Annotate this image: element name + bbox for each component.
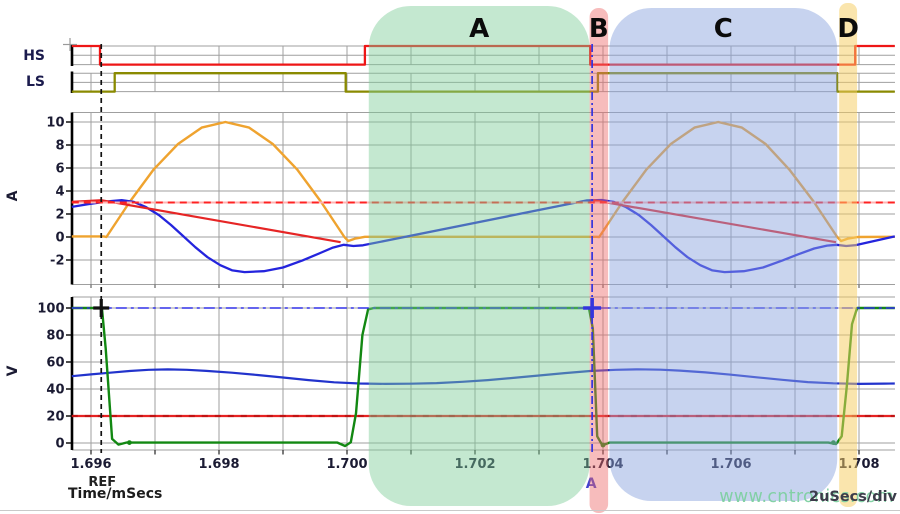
voltage-tick-label: 80 <box>46 329 64 344</box>
voltage-axis-unit-label: V <box>5 365 21 377</box>
current-axis-unit-label: A <box>5 190 21 202</box>
analysis-regions: A B C D <box>368 3 859 513</box>
current-tick-label: -2 <box>50 254 64 269</box>
current-tick-label: 10 <box>46 116 64 131</box>
switch-node-marker-dot <box>831 440 836 445</box>
region-B-label: B <box>589 14 609 44</box>
switch-node-marker-dot <box>126 440 132 445</box>
x-tick-label: 1.704 <box>582 457 623 472</box>
inductor-current-trace <box>71 198 896 274</box>
x-axis-title: Time/mSecs <box>68 486 163 502</box>
region-A-overlay <box>368 6 590 506</box>
slope-ramp-trace <box>593 199 837 244</box>
ls-current-trace <box>71 120 895 243</box>
region-C-label: C <box>714 14 733 44</box>
region-B-overlay <box>589 8 609 513</box>
x-tick-label: 1.696 <box>70 457 111 472</box>
time-per-div-label: 2uSecs/div <box>808 489 897 505</box>
cursor-a-label[interactable]: A <box>586 476 597 492</box>
current-tick-label: 6 <box>55 162 64 177</box>
ls-track-label: LS <box>25 74 45 90</box>
voltage-tick-label: 60 <box>46 356 64 371</box>
current-tick-label: 4 <box>55 185 64 200</box>
tick-labels: 1.6961.6981.7001.7021.7041.7061.70810864… <box>37 116 879 473</box>
current-tick-label: 8 <box>55 139 64 154</box>
region-D-overlay <box>839 3 858 507</box>
window-bottom-divider <box>0 510 900 511</box>
region-C-overlay <box>609 8 838 501</box>
region-A-label: A <box>469 14 489 44</box>
x-tick-label: 1.700 <box>326 457 367 472</box>
axes <box>66 44 860 455</box>
x-tick-label: 1.698 <box>198 457 239 472</box>
voltage-tick-label: 0 <box>55 437 64 452</box>
waveforms <box>71 44 896 448</box>
cursors <box>63 38 602 453</box>
vout-trace <box>71 368 895 385</box>
x-tick-label: 1.706 <box>710 457 751 472</box>
voltage-tick-label: 20 <box>46 410 64 425</box>
voltage-tick-label: 40 <box>46 383 64 398</box>
watermark: www.cntronics.com <box>719 487 894 507</box>
switch-node-marker-dot <box>600 442 606 448</box>
cursor-ref-label[interactable]: REF <box>88 475 116 490</box>
current-tick-label: 0 <box>55 231 64 246</box>
x-tick-label: 1.702 <box>454 457 495 472</box>
slope-ramp-trace <box>71 199 341 244</box>
current-tick-label: 2 <box>55 208 64 223</box>
region-D-label: D <box>837 14 859 44</box>
hs-track-label: HS <box>23 48 45 64</box>
voltage-tick-label: 100 <box>37 302 64 317</box>
ls-gate-trace <box>71 72 895 93</box>
